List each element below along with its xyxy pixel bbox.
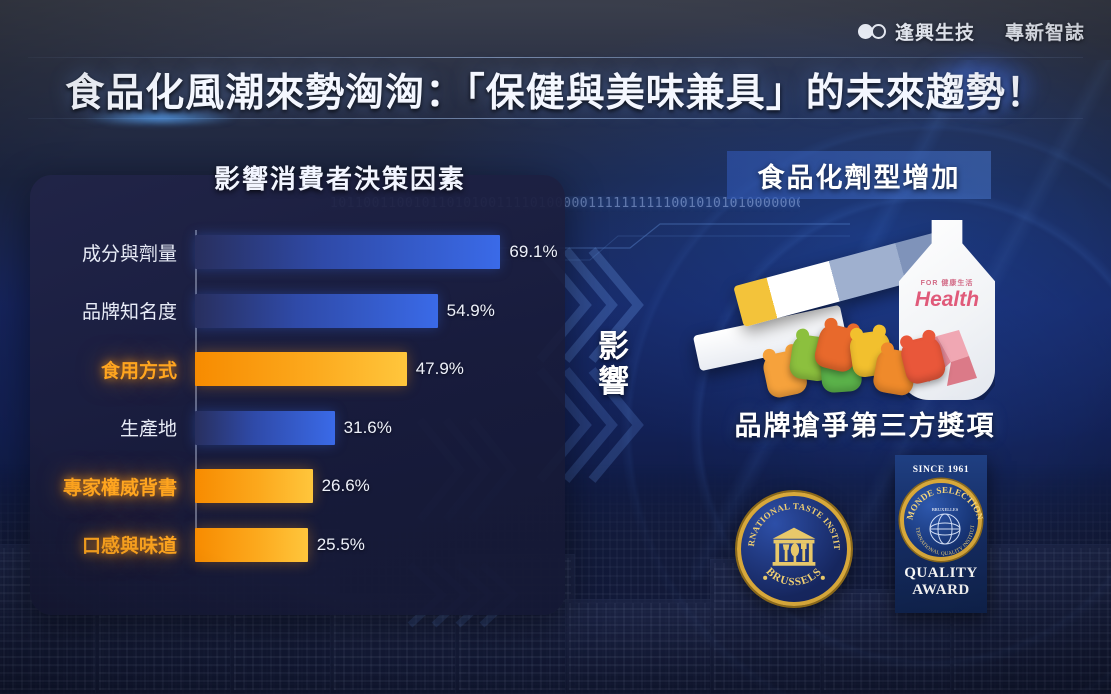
monde-selection-seal: SINCE 1961 MONDE SELECTION INTERNATIONAL… (895, 455, 987, 613)
logo-circles-icon (857, 24, 886, 39)
chart-bar (195, 235, 501, 269)
page-title: 食品化風潮來勢洶洶：「保健與美味兼具」的未來趨勢！ (65, 72, 1046, 115)
chart-bar (195, 293, 438, 328)
chart-y-axis (195, 230, 197, 560)
chart-bar (195, 469, 313, 503)
chart-bars-container: 成分與劑量 69.1% 品牌知名度 54.9% 食用方式 47.9% 生產地 31.6% 專家權… (30, 175, 565, 615)
iti-ring-text: INTERNATIONAL TASTE INSTITUTE BRUSSELS (741, 496, 842, 589)
gummy-bears-group (760, 321, 948, 404)
svg-text:BRUXELLES: BRUXELLES (932, 507, 959, 512)
chart-bar-row: 品牌知名度 54.9% (30, 292, 565, 330)
chart-bar-value: 31.6% (343, 417, 392, 437)
pouch-brand-label: FOR 健康生活 Health (899, 278, 995, 312)
filled-circle-icon (857, 24, 873, 39)
divider-glow (80, 110, 240, 126)
chart-bar-row: 口感與味道 25.5% (30, 526, 565, 564)
monde-award-label: QUALITY AWARD (904, 565, 978, 599)
brand-logo: 逢興生技 專新智誌 (857, 18, 1085, 45)
influence-arrow-label: 影響 (598, 329, 630, 399)
svg-text:BRUSSELS: BRUSSELS (764, 566, 825, 589)
chart-bar-label: 成分與劑量 (81, 243, 177, 265)
chart-bar-row: 成分與劑量 69.1% (30, 233, 565, 271)
outline-circle-icon (870, 24, 886, 39)
sub-heading-awards: 品牌搶爭第三方獎項 (734, 411, 996, 441)
monde-ring-text: MONDE SELECTION INTERNATIONAL QUALITY IN… (902, 479, 986, 557)
chart-bar-label: 品牌知名度 (81, 302, 177, 323)
chart-bar-value: 47.9% (415, 359, 464, 378)
chart-bar-row: 食用方式 47.9% (30, 350, 565, 388)
chart-bar-label: 專家權威背書 (62, 477, 177, 499)
chart-bar-value: 26.6% (321, 476, 370, 495)
chart-bar-label: 食用方式 (100, 360, 177, 382)
chart-bar-value: 25.5% (316, 534, 365, 554)
banner-dosage-forms: 食品化劑型增加 (727, 151, 991, 199)
svg-text:MONDE SELECTION: MONDE SELECTION (905, 485, 986, 521)
chart-title: 影響消費者決策因素 (213, 164, 466, 194)
header-divider-bottom (28, 118, 1083, 119)
chart-bar-row: 專家權威背書 26.6% (30, 467, 565, 505)
logo-company-name: 逢興生技 (894, 23, 975, 44)
monde-since-label: SINCE 1961 (912, 465, 970, 475)
header-corner-glow (915, 50, 1045, 120)
product-photo-group: FOR 健康生活 Health (692, 210, 1005, 410)
chart-bar-value: 69.1% (509, 242, 558, 261)
chart-bar-row: 生產地 31.6% (30, 409, 565, 447)
chart-bar-value: 54.9% (446, 300, 495, 320)
international-taste-institute-seal: INTERNATIONAL TASTE INSTITUTE BRUSSELS (737, 492, 851, 606)
chart-bar (195, 410, 335, 445)
chart-bar-label: 口感與味道 (81, 536, 177, 557)
pouch-sub-label: FOR 健康生活 (920, 280, 974, 287)
logo-tagline: 專新智誌 (1004, 23, 1085, 44)
monde-medallion: MONDE SELECTION INTERNATIONAL QUALITY IN… (900, 479, 985, 561)
banner-label: 食品化劑型增加 (757, 162, 961, 193)
header-divider-top (28, 57, 1083, 58)
chart-bar (195, 527, 308, 562)
chart-bar (195, 352, 407, 386)
chart-bar-label: 生產地 (119, 419, 177, 440)
